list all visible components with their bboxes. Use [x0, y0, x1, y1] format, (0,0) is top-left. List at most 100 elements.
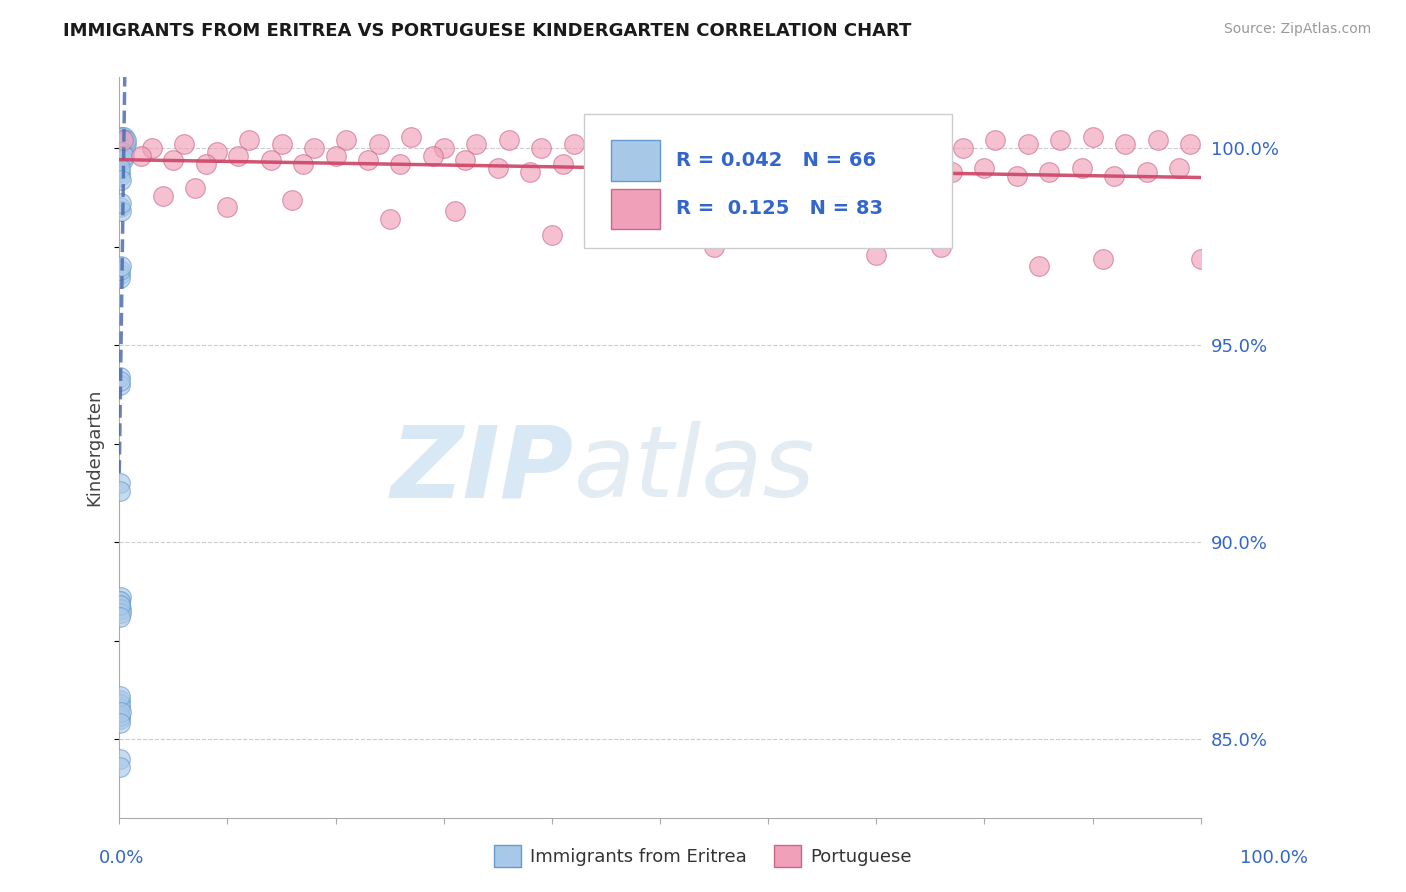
Point [111, 149, 134, 163]
Point [108, 369, 131, 384]
Point [1081, 129, 1104, 144]
Point [110, 602, 132, 616]
Point [929, 240, 952, 254]
Point [162, 153, 184, 168]
Point [110, 145, 132, 160]
Point [129, 149, 152, 163]
Point [747, 157, 769, 171]
Text: R = 0.042   N = 66: R = 0.042 N = 66 [676, 151, 876, 169]
Text: IMMIGRANTS FROM ERITREA VS PORTUGUESE KINDERGARTEN CORRELATION CHART: IMMIGRANTS FROM ERITREA VS PORTUGUESE KI… [63, 22, 911, 40]
Point [465, 137, 488, 152]
Point [887, 137, 910, 152]
Point [173, 137, 195, 152]
Point [108, 697, 131, 711]
Text: 100.0%: 100.0% [1240, 849, 1308, 867]
Point [973, 161, 995, 175]
Point [498, 133, 520, 147]
Point [110, 141, 132, 155]
Point [562, 137, 585, 152]
Point [114, 133, 136, 147]
Point [110, 263, 132, 277]
Point [519, 165, 541, 179]
Point [152, 188, 174, 202]
Point [108, 377, 131, 392]
Point [292, 157, 315, 171]
Point [367, 137, 389, 152]
Point [108, 760, 131, 774]
Point [1017, 137, 1039, 152]
Point [1136, 165, 1159, 179]
Point [422, 149, 444, 163]
Point [108, 713, 131, 727]
Point [1049, 133, 1071, 147]
Point [616, 165, 638, 179]
Point [724, 133, 747, 147]
Point [1104, 169, 1126, 183]
Point [270, 137, 292, 152]
Point [865, 248, 887, 262]
Point [335, 133, 357, 147]
Point [112, 141, 135, 155]
Point [108, 700, 131, 714]
Point [811, 169, 834, 183]
Point [114, 137, 136, 152]
Point [281, 193, 304, 207]
Point [111, 141, 134, 155]
Point [108, 161, 131, 175]
Point [111, 129, 134, 144]
Point [443, 204, 465, 219]
Point [226, 149, 249, 163]
Point [1146, 133, 1168, 147]
Point [110, 201, 132, 215]
Point [238, 133, 260, 147]
Text: R =  0.125   N = 83: R = 0.125 N = 83 [676, 199, 883, 218]
Point [108, 752, 131, 766]
Point [1028, 260, 1050, 274]
Point [110, 204, 132, 219]
Point [823, 141, 845, 155]
Point [205, 145, 228, 160]
Point [768, 227, 790, 242]
Point [110, 169, 132, 183]
Point [530, 141, 553, 155]
Point [876, 161, 898, 175]
Point [108, 476, 131, 491]
Point [110, 129, 132, 144]
Legend: Immigrants from Eritrea, Portuguese: Immigrants from Eritrea, Portuguese [486, 838, 920, 874]
Point [1070, 161, 1092, 175]
Point [110, 141, 132, 155]
Point [908, 169, 931, 183]
Text: 0.0%: 0.0% [98, 849, 143, 867]
Point [110, 705, 132, 719]
Point [1114, 137, 1136, 152]
Point [108, 599, 131, 613]
Point [401, 129, 423, 144]
Point [325, 149, 347, 163]
Point [108, 133, 131, 147]
Point [1038, 165, 1060, 179]
Point [112, 133, 135, 147]
Point [357, 153, 380, 168]
Point [111, 133, 134, 147]
Point [952, 141, 974, 155]
Point [111, 137, 134, 152]
Point [194, 157, 217, 171]
Point [1178, 137, 1201, 152]
Point [112, 153, 135, 168]
Point [217, 201, 239, 215]
Point [703, 240, 725, 254]
Point [433, 141, 456, 155]
Point [110, 610, 132, 624]
Point [110, 173, 132, 187]
Point [541, 227, 564, 242]
Point [110, 149, 132, 163]
Point [110, 606, 132, 620]
Point [551, 157, 574, 171]
Point [302, 141, 325, 155]
Point [108, 137, 131, 152]
Point [108, 165, 131, 179]
FancyBboxPatch shape [585, 114, 952, 248]
Point [454, 153, 477, 168]
Point [844, 165, 866, 179]
Point [114, 133, 136, 147]
